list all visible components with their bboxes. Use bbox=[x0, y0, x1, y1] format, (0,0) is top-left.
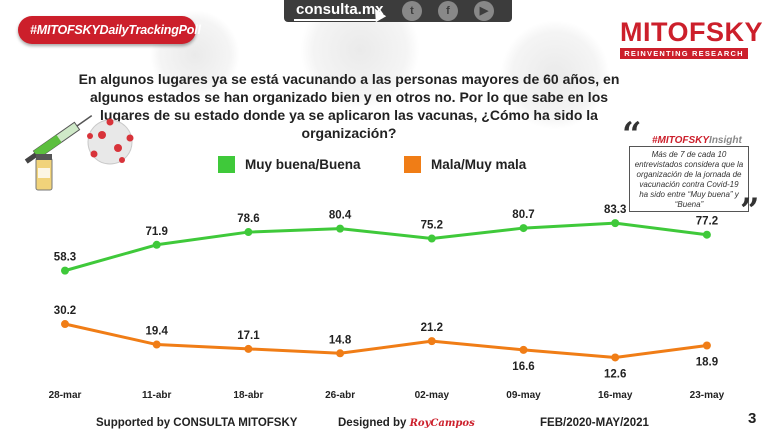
data-label-good: 80.4 bbox=[329, 210, 352, 222]
data-label-bad: 19.4 bbox=[146, 326, 169, 338]
data-point-bad bbox=[152, 340, 161, 349]
legend-label-bad: Mala/Muy mala bbox=[431, 157, 527, 172]
data-label-good: 80.7 bbox=[512, 209, 534, 221]
tracking-poll-badge: #MITOFSKYDailyTrackingPoll bbox=[18, 16, 201, 44]
vaccine-illustration bbox=[24, 115, 134, 191]
series-line-bad bbox=[64, 322, 708, 359]
data-label-bad: 18.9 bbox=[696, 356, 718, 368]
data-label-good: 71.9 bbox=[146, 226, 168, 238]
data-point-bad bbox=[611, 353, 620, 362]
insight-text: Más de 7 de cada 10 entrevistados consid… bbox=[634, 150, 744, 209]
data-point-good bbox=[519, 224, 528, 233]
logo-tagline: REINVENTING RESEARCH bbox=[620, 48, 748, 59]
data-label-good: 75.2 bbox=[421, 220, 443, 232]
footer-designed: Designed by RoyCampos bbox=[338, 417, 475, 429]
data-point-good bbox=[427, 234, 436, 243]
legend-swatch-good bbox=[218, 156, 235, 173]
data-label-bad: 12.6 bbox=[604, 368, 626, 380]
x-tick-label: 11-abr bbox=[142, 390, 172, 401]
data-label-bad: 14.8 bbox=[329, 334, 352, 346]
insight-tag-main: #MITOFSKY bbox=[652, 135, 710, 146]
data-label-good: 58.3 bbox=[54, 252, 76, 264]
data-label-bad: 30.2 bbox=[54, 305, 76, 317]
data-point-good bbox=[702, 230, 711, 239]
mitofsky-logo: MITOFSKY REINVENTING RESEARCH bbox=[620, 17, 764, 59]
data-label-bad: 17.1 bbox=[237, 330, 260, 342]
data-point-good bbox=[152, 240, 161, 249]
legend-item-bad: Mala/Muy mala bbox=[404, 156, 526, 173]
page-number: 3 bbox=[748, 410, 757, 427]
x-tick-label: 16-may bbox=[598, 390, 633, 401]
x-tick-label: 28-mar bbox=[49, 390, 82, 401]
x-tick-label: 09-may bbox=[506, 390, 541, 401]
data-point-bad bbox=[427, 337, 436, 346]
insight-box: Más de 7 de cada 10 entrevistados consid… bbox=[629, 146, 749, 212]
footer-designed-label: Designed by bbox=[338, 417, 407, 429]
x-tick-label: 26-abr bbox=[325, 390, 355, 401]
data-point-bad bbox=[702, 341, 711, 350]
series-line-good bbox=[64, 221, 708, 273]
data-point-good bbox=[611, 219, 620, 228]
insight-tag: #MITOFSKYInsight bbox=[652, 135, 742, 146]
legend-label-good: Muy buena/Buena bbox=[245, 157, 361, 172]
data-point-bad bbox=[244, 344, 253, 353]
legend-item-good: Muy buena/Buena bbox=[218, 156, 361, 173]
facebook-icon[interactable]: f bbox=[438, 1, 458, 21]
survey-question: En algunos lugares ya se está vacunando … bbox=[78, 71, 620, 141]
data-point-bad bbox=[61, 320, 69, 329]
x-tick-label: 23-may bbox=[690, 390, 725, 401]
designer-signature: RoyCampos bbox=[409, 418, 475, 429]
virus-icon bbox=[87, 118, 134, 165]
data-point-good bbox=[336, 224, 345, 233]
youtube-icon[interactable]: ▶ bbox=[474, 1, 494, 21]
data-label-bad: 16.6 bbox=[512, 361, 534, 373]
data-label-good: 83.3 bbox=[604, 204, 626, 216]
data-label-bad: 21.2 bbox=[421, 322, 443, 334]
close-quote-icon: ” bbox=[740, 191, 760, 231]
data-point-good bbox=[61, 266, 69, 275]
vaccine-vial-icon bbox=[35, 154, 53, 191]
data-label-good: 78.6 bbox=[237, 213, 259, 225]
twitter-icon[interactable]: t bbox=[402, 1, 422, 21]
footer-period: FEB/2020-MAY/2021 bbox=[540, 417, 649, 429]
data-point-bad bbox=[519, 345, 528, 354]
legend-swatch-bad bbox=[404, 156, 421, 173]
background-virus-decoration bbox=[500, 20, 610, 130]
site-link-underline bbox=[294, 19, 376, 21]
top-bar: consulta.mx t f ▶ bbox=[284, 0, 512, 23]
x-tick-label: 18-abr bbox=[233, 390, 263, 401]
x-tick-label: 02-may bbox=[415, 390, 450, 401]
logo-name: MITOFSKY bbox=[620, 17, 764, 47]
data-point-bad bbox=[336, 349, 345, 358]
data-point-good bbox=[244, 228, 253, 237]
insight-tag-suffix: Insight bbox=[709, 135, 742, 146]
site-link[interactable]: consulta.mx bbox=[296, 1, 384, 18]
data-label-good: 77.2 bbox=[696, 216, 718, 228]
open-quote-icon: “ bbox=[622, 115, 642, 155]
footer-supported: Supported by CONSULTA MITOFSKY bbox=[96, 417, 298, 429]
